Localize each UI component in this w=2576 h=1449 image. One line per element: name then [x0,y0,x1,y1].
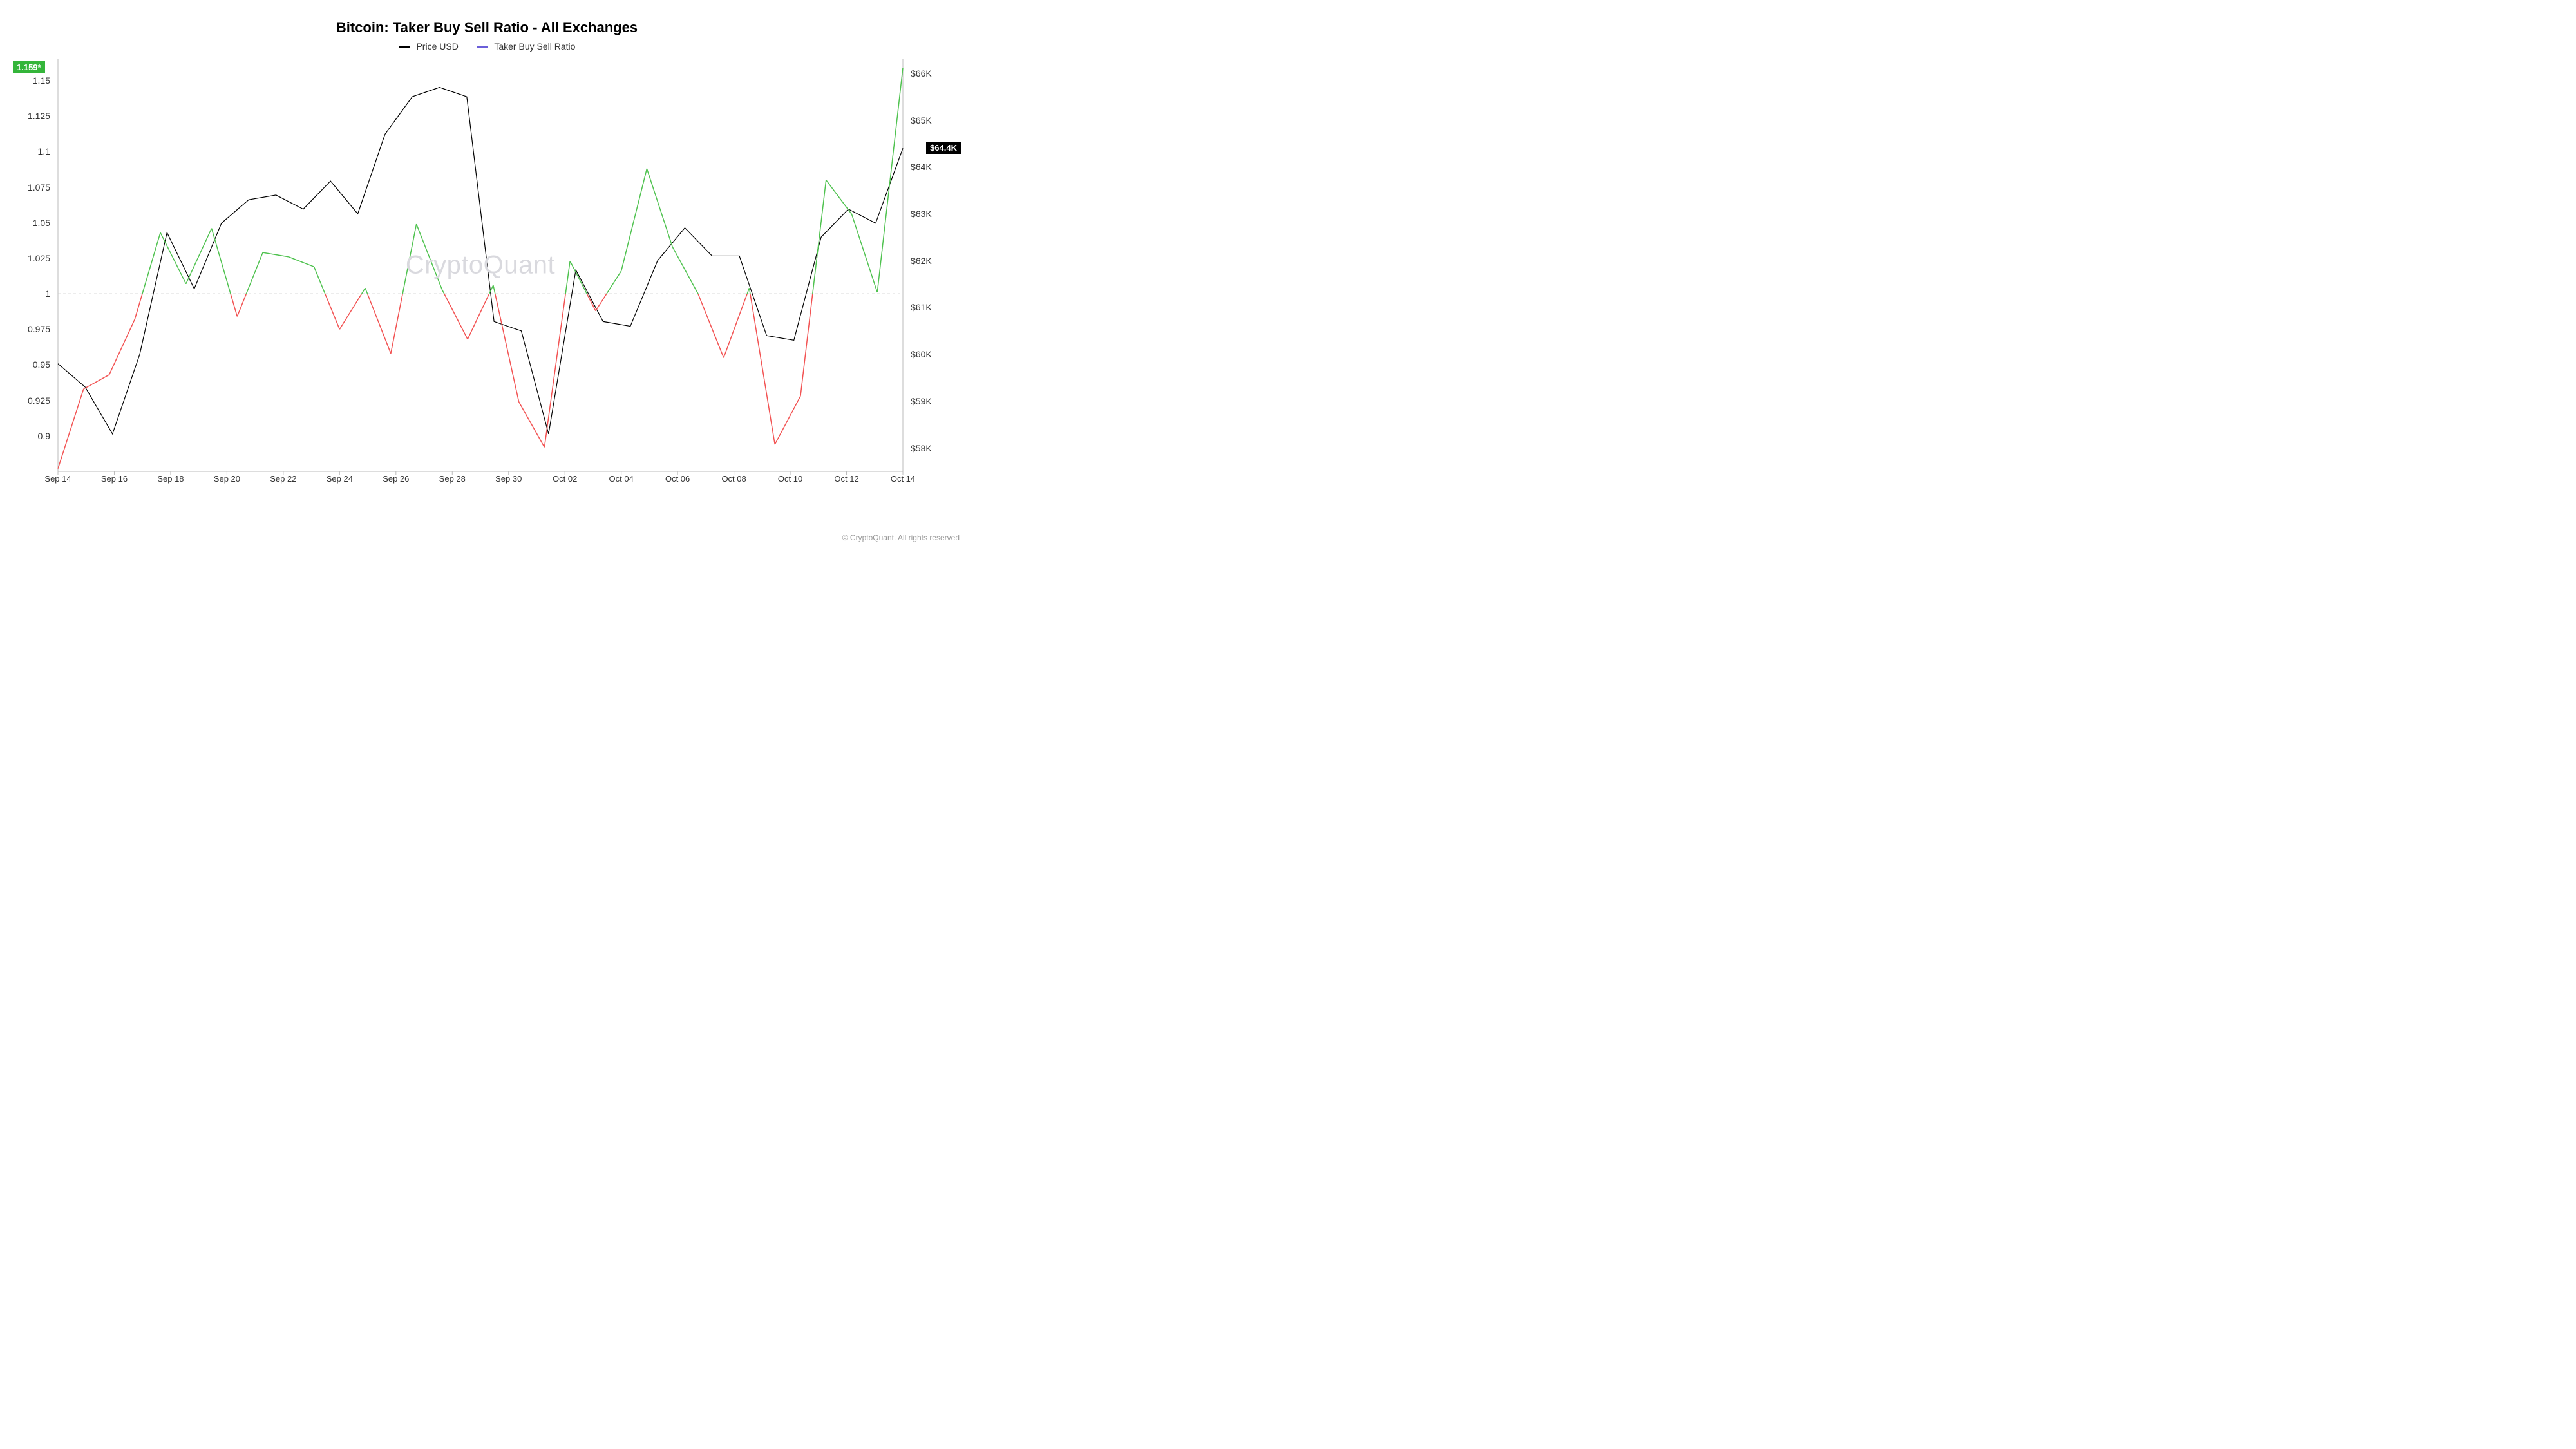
y-right-tick: $66K [911,68,932,79]
y-right-tick: $59K [911,396,932,406]
x-tick: Oct 08 [721,474,746,484]
plot-area: CryptoQuant 0.90.9250.950.97511.0251.051… [58,59,903,471]
y-left-tick: 1 [45,289,50,299]
chart-svg [58,59,903,471]
x-tick: Sep 16 [101,474,128,484]
chart-title: Bitcoin: Taker Buy Sell Ratio - All Exch… [13,19,961,36]
x-tick: Sep 18 [157,474,184,484]
x-tick: Sep 22 [270,474,296,484]
x-tick: Sep 24 [327,474,353,484]
y-right-tick: $60K [911,349,932,359]
x-tick: Oct 14 [891,474,915,484]
copyright-text: © CryptoQuant. All rights reserved [842,533,960,542]
x-tick: Sep 14 [44,474,71,484]
x-tick: Oct 06 [665,474,690,484]
x-tick: Sep 26 [383,474,409,484]
y-right-tick: $58K [911,443,932,453]
chart-container: Bitcoin: Taker Buy Sell Ratio - All Exch… [0,0,974,547]
y-left-tick: 1.075 [28,182,50,193]
current-price-badge: $64.4K [926,142,961,154]
chart-legend: Price USD Taker Buy Sell Ratio [13,41,961,52]
current-ratio-badge: 1.159* [13,61,45,73]
y-right-tick: $65K [911,115,932,126]
x-tick: Oct 12 [834,474,858,484]
y-right-tick: $61K [911,302,932,312]
legend-price: Price USD [399,41,459,52]
current-ratio-value: 1.159* [17,62,41,72]
y-left-tick: 1.025 [28,253,50,263]
x-tick: Sep 28 [439,474,466,484]
legend-ratio: Taker Buy Sell Ratio [477,41,576,52]
y-left-tick: 0.975 [28,324,50,334]
current-price-value: $64.4K [930,143,957,153]
x-tick: Oct 02 [553,474,577,484]
y-right-tick: $63K [911,209,932,219]
x-tick: Sep 20 [214,474,240,484]
legend-line-price [399,46,410,48]
y-left-tick: 1.125 [28,111,50,121]
legend-line-ratio [477,46,488,48]
x-tick: Sep 30 [495,474,522,484]
y-left-tick: 0.95 [33,359,50,370]
y-left-tick: 1.1 [38,146,50,156]
legend-price-label: Price USD [416,41,458,52]
x-axis: Sep 14Sep 16Sep 18Sep 20Sep 22Sep 24Sep … [58,474,903,487]
y-left-tick: 0.925 [28,395,50,406]
y-left-tick: 1.05 [33,218,50,228]
y-right-tick: $62K [911,256,932,266]
x-tick: Oct 10 [778,474,802,484]
y-left-tick: 0.9 [38,431,50,441]
legend-ratio-label: Taker Buy Sell Ratio [494,41,575,52]
x-tick: Oct 04 [609,474,634,484]
y-left-tick: 1.15 [33,75,50,86]
y-right-tick: $64K [911,162,932,172]
